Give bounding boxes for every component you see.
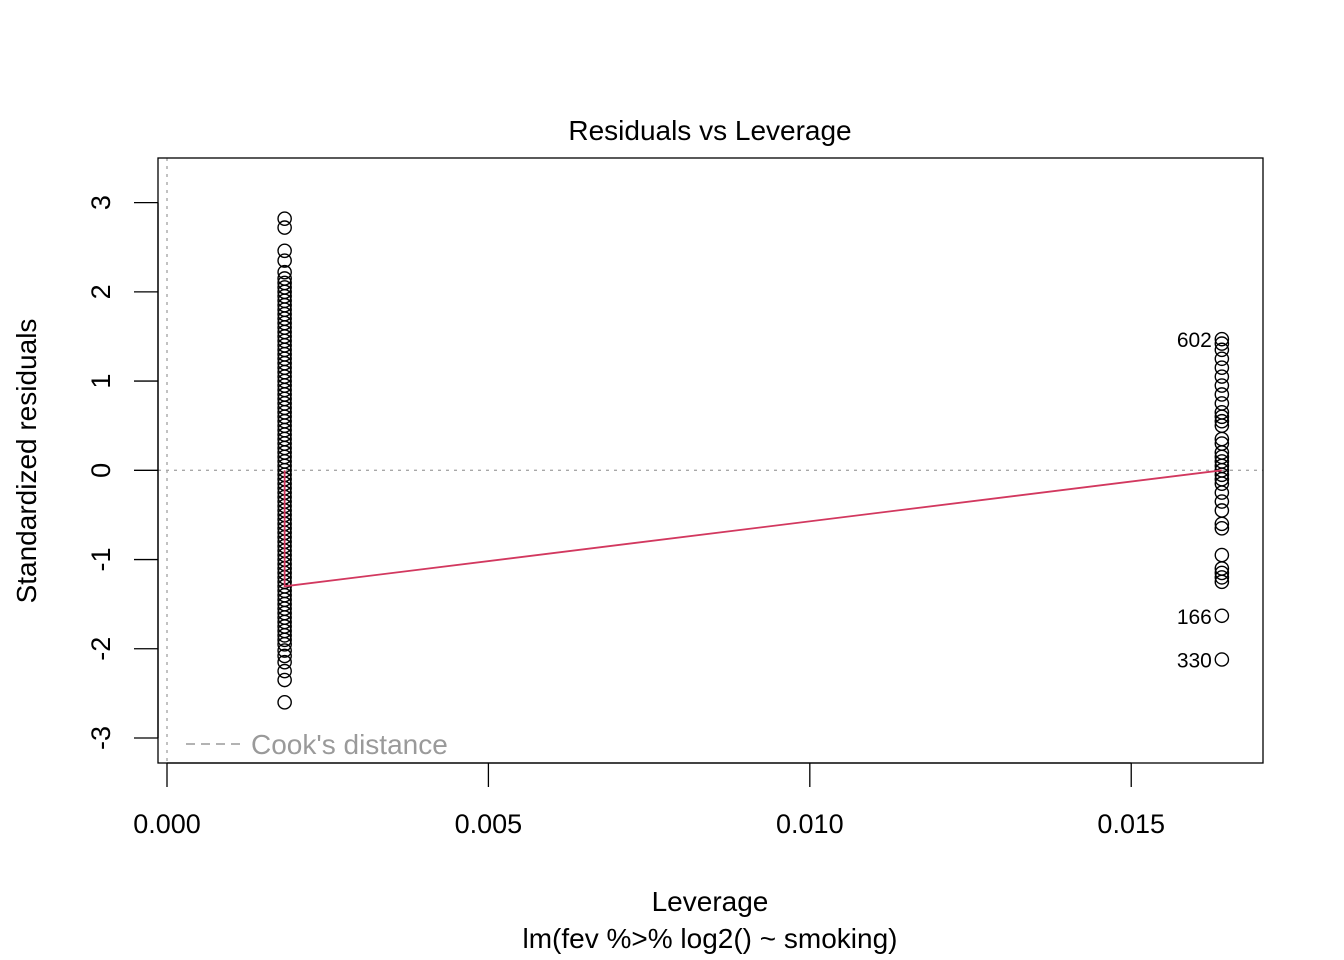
data-point [1214,608,1230,624]
data-point [1214,476,1230,492]
data-point [277,695,292,710]
data-point [1214,387,1230,402]
data-point [277,648,292,664]
smooth-line [283,469,1222,588]
y-tick-label: 0 [86,463,116,478]
data-point [1214,494,1230,509]
y-axis-title: Standardized residuals [11,319,42,604]
data-point [1214,485,1230,500]
y-axis: -3 -2 -1 0 1 2 3 [86,195,159,750]
data-point [1214,516,1230,532]
x-axis: 0.000 0.005 0.010 0.015 [133,762,1165,839]
data-point [277,654,292,670]
point-label: 602 [1177,329,1212,352]
x-tick-label: 0.000 [133,809,201,839]
data-point [277,663,292,679]
data-point [1214,369,1230,384]
data-point [277,643,292,658]
data-point [1214,652,1230,667]
data-point [1214,503,1230,518]
data-point [1214,409,1230,425]
data-point [1214,342,1230,358]
data-point [277,628,292,643]
y-tick-label: 3 [86,195,116,210]
x-axis-title: Leverage [652,886,769,917]
data-point [277,211,292,226]
data-point [1214,565,1230,581]
point-label: 166 [1177,606,1212,629]
plot-area: 602 166 330 [158,158,1263,763]
x-tick-label: 0.015 [1097,809,1165,839]
y-tick-label: 1 [86,374,116,389]
data-point [1214,467,1230,483]
legend-label: Cook's distance [251,729,448,760]
data-point [1214,378,1230,393]
data-point [1214,547,1230,563]
data-point [1214,413,1230,429]
data-point [1214,336,1230,351]
y-tick-label: -1 [86,548,116,572]
data-point [277,243,292,259]
data-point [1214,521,1230,536]
data-point [1214,331,1230,347]
point-label: 330 [1177,649,1212,672]
chart-title: Residuals vs Leverage [568,115,851,146]
data-point [1214,360,1230,375]
data-point [277,672,292,688]
data-point [1214,351,1230,367]
data-point [277,264,292,280]
y-tick-label: -2 [86,637,116,661]
y-tick-label: -3 [86,726,116,750]
data-point [1214,574,1230,590]
x-tick-label: 0.005 [455,809,523,839]
y-tick-label: 2 [86,284,116,299]
data-point [277,253,292,268]
data-point [1214,570,1230,585]
data-point [277,637,292,652]
legend: Cook's distance [186,729,448,760]
data-point [277,220,292,235]
x-tick-label: 0.010 [776,809,844,839]
chart-subtitle: lm(fev %>% log2() ~ smoking) [522,923,897,954]
plot-frame [157,157,1264,764]
data-point [277,632,292,648]
